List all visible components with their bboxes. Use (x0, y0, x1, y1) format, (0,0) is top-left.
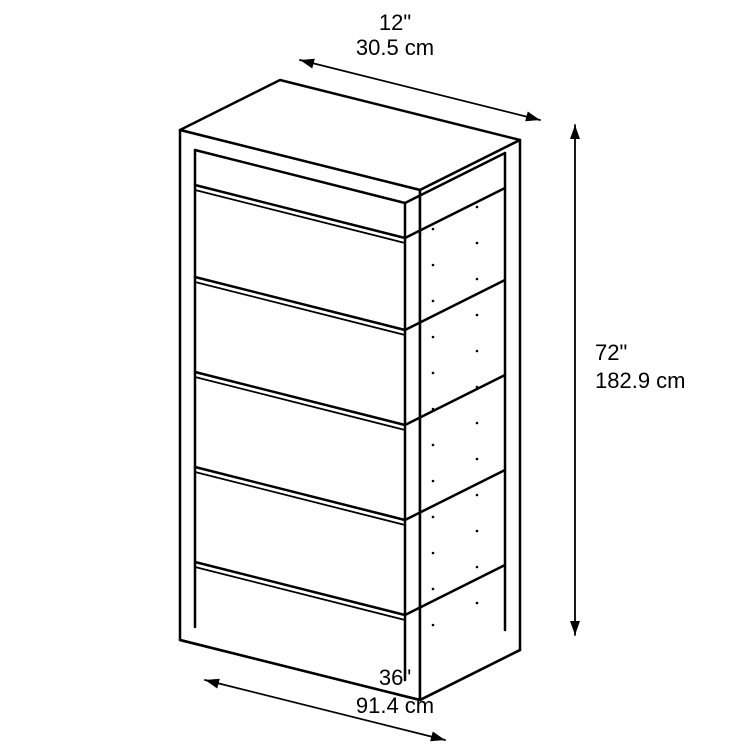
bookshelf-dimension-diagram: 12"30.5 cm 72" 182.9 cm 36" 91.4 cm (0, 0, 750, 750)
dimension-inches: 72" (595, 340, 627, 365)
dimension-inches: 12" (379, 10, 411, 35)
dimension-cm: 182.9 cm (595, 368, 686, 393)
dimension-cm: 30.5 cm (356, 35, 434, 60)
dimension-cm: 91.4 cm (356, 693, 434, 718)
dimension-inches: 36" (379, 665, 411, 690)
